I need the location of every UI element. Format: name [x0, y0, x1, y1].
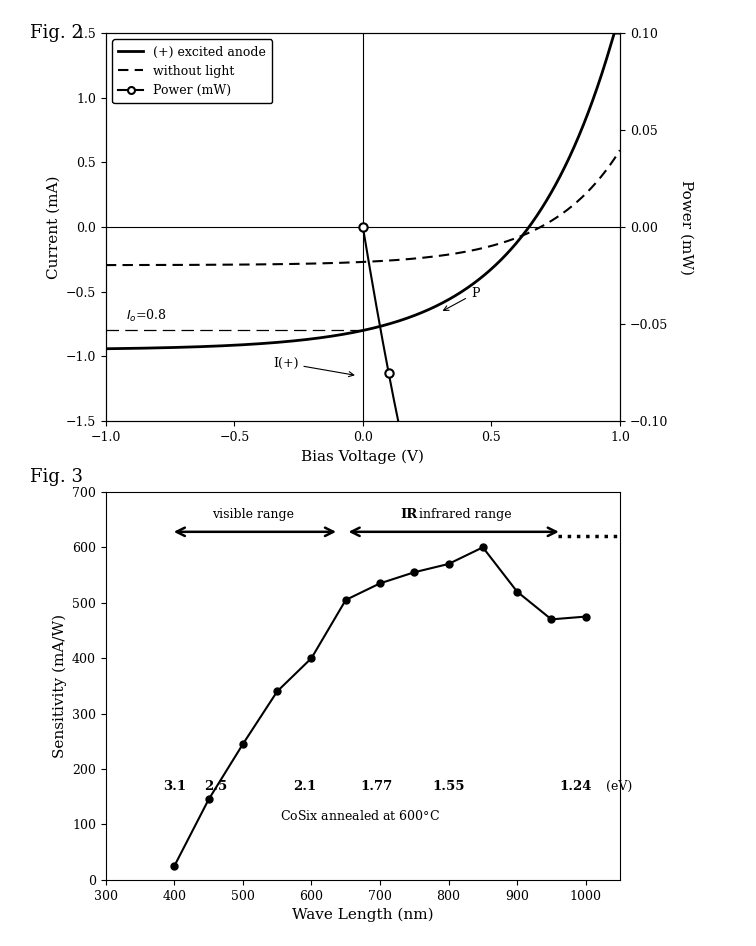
Text: 2.1: 2.1 [293, 780, 316, 793]
Y-axis label: Power (mW): Power (mW) [679, 180, 693, 274]
Legend: (+) excited anode, without light, Power (mW): (+) excited anode, without light, Power … [112, 40, 272, 103]
Text: 3.1: 3.1 [163, 780, 186, 793]
Text: 1.24: 1.24 [559, 780, 592, 793]
Text: CoSix annealed at 600$\degree$C: CoSix annealed at 600$\degree$C [280, 809, 439, 823]
Text: $I_o$=0.8: $I_o$=0.8 [126, 308, 167, 324]
X-axis label: Bias Voltage (V): Bias Voltage (V) [302, 449, 424, 464]
Text: P: P [444, 287, 479, 310]
X-axis label: Wave Length (nm): Wave Length (nm) [292, 908, 434, 922]
Text: infrared range: infrared range [419, 508, 512, 521]
Y-axis label: Sensitivity (mA/W): Sensitivity (mA/W) [52, 614, 67, 758]
Text: IR: IR [401, 508, 418, 521]
Y-axis label: Current (mA): Current (mA) [46, 175, 60, 279]
Text: 1.77: 1.77 [361, 780, 392, 793]
Text: I(+): I(+) [273, 357, 354, 377]
Text: Fig. 3: Fig. 3 [30, 468, 83, 486]
Text: (eV): (eV) [606, 780, 633, 793]
Text: Fig. 2: Fig. 2 [30, 24, 83, 42]
Text: 1.55: 1.55 [432, 780, 465, 793]
Text: visible range: visible range [212, 508, 294, 521]
Text: 2.5: 2.5 [204, 780, 227, 793]
